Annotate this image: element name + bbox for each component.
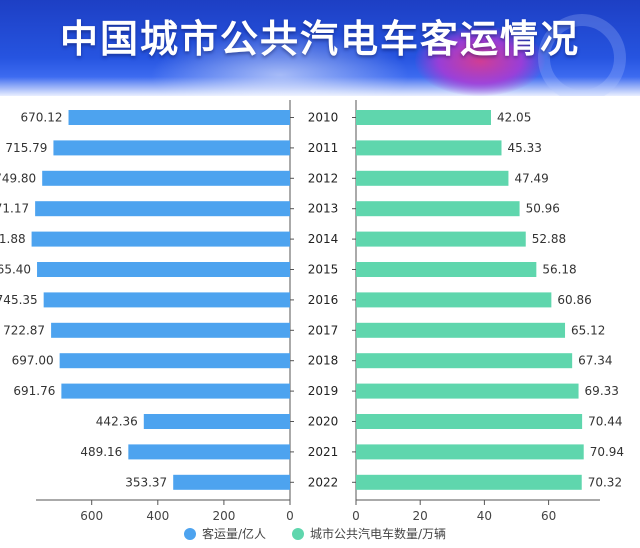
right-bar bbox=[356, 231, 526, 247]
right-bar bbox=[356, 353, 573, 369]
left-bar-value: 771.17 bbox=[0, 202, 29, 216]
left-bar bbox=[68, 110, 291, 125]
right-bar bbox=[356, 474, 582, 490]
header-decor-blob bbox=[415, 26, 545, 96]
left-bar-value: 781.88 bbox=[0, 232, 26, 246]
right-bar bbox=[356, 322, 566, 338]
right-bar-value: 67.34 bbox=[578, 354, 612, 368]
left-bar-value: 670.12 bbox=[21, 111, 63, 125]
year-label: 2014 bbox=[308, 232, 339, 246]
legend-swatch-vehicles bbox=[292, 528, 304, 540]
left-bar bbox=[143, 414, 290, 429]
year-label: 2019 bbox=[308, 384, 339, 398]
left-bar bbox=[35, 201, 291, 217]
left-bar-value: 353.37 bbox=[125, 475, 167, 489]
left-bar bbox=[43, 292, 291, 308]
right-x-tick-label: 20 bbox=[413, 509, 428, 523]
left-bar-value: 697.00 bbox=[12, 354, 54, 368]
left-bar-value: 691.76 bbox=[13, 384, 55, 398]
year-label: 2016 bbox=[308, 293, 339, 307]
right-bar bbox=[356, 414, 583, 429]
legend-label-passengers: 客运量/亿人 bbox=[202, 526, 266, 541]
year-label: 2021 bbox=[308, 445, 339, 459]
legend-label-vehicles: 城市公共汽电车数量/万辆 bbox=[310, 526, 446, 541]
left-bar bbox=[42, 170, 290, 186]
right-bar bbox=[356, 110, 491, 125]
year-label: 2012 bbox=[308, 171, 339, 185]
right-bar-value: 47.49 bbox=[514, 171, 548, 185]
year-label: 2020 bbox=[308, 415, 339, 429]
chart-title: 中国城市公共汽电车客运情况 bbox=[59, 17, 580, 61]
left-bar bbox=[59, 353, 291, 369]
year-label: 2013 bbox=[308, 202, 339, 216]
left-x-tick-label: 0 bbox=[286, 509, 294, 523]
right-bar-value: 60.86 bbox=[557, 293, 591, 307]
right-bar-value: 42.05 bbox=[497, 111, 531, 125]
left-bar bbox=[61, 383, 290, 399]
left-bar bbox=[128, 444, 290, 460]
year-label: 2022 bbox=[308, 475, 339, 489]
left-bar-value: 715.79 bbox=[5, 141, 47, 155]
right-bar bbox=[356, 383, 579, 399]
left-bar bbox=[173, 474, 290, 490]
year-label: 2015 bbox=[308, 263, 339, 277]
right-bar-value: 65.12 bbox=[571, 323, 605, 337]
right-x-tick-label: 60 bbox=[541, 509, 556, 523]
right-bar bbox=[356, 170, 509, 186]
right-bar-value: 56.18 bbox=[542, 263, 576, 277]
left-bar-value: 745.35 bbox=[0, 293, 38, 307]
right-x-tick-label: 0 bbox=[352, 509, 360, 523]
right-bar-value: 70.32 bbox=[588, 475, 622, 489]
right-bar bbox=[356, 140, 502, 156]
year-label: 2018 bbox=[308, 354, 339, 368]
right-bar-value: 45.33 bbox=[508, 141, 542, 155]
left-bar bbox=[51, 322, 291, 338]
header-glow bbox=[150, 30, 410, 96]
header-banner: 中国城市公共汽电车客运情况 bbox=[0, 0, 640, 96]
right-bar-value: 50.96 bbox=[526, 202, 560, 216]
right-bar bbox=[356, 262, 537, 277]
year-label: 2017 bbox=[308, 323, 339, 337]
right-bar bbox=[356, 444, 584, 460]
year-label: 2010 bbox=[308, 111, 339, 125]
left-bar bbox=[37, 262, 290, 277]
left-bar bbox=[53, 140, 291, 156]
left-x-tick-label: 600 bbox=[80, 509, 103, 523]
left-bar-value: 442.36 bbox=[96, 415, 138, 429]
left-x-tick-label: 200 bbox=[212, 509, 235, 523]
left-bar bbox=[31, 231, 291, 247]
right-x-tick-label: 40 bbox=[477, 509, 492, 523]
legend-swatch-passengers bbox=[184, 528, 196, 540]
right-bar bbox=[356, 201, 520, 217]
right-bar-value: 52.88 bbox=[532, 232, 566, 246]
right-bar-value: 70.94 bbox=[590, 445, 624, 459]
right-bar bbox=[356, 292, 552, 308]
left-bar-value: 489.16 bbox=[80, 445, 122, 459]
year-label: 2011 bbox=[308, 141, 339, 155]
right-bar-value: 69.33 bbox=[585, 384, 619, 398]
left-bar-value: 749.80 bbox=[0, 171, 36, 185]
right-bar-value: 70.44 bbox=[588, 415, 622, 429]
left-bar-value: 722.87 bbox=[3, 323, 45, 337]
left-bar-value: 765.40 bbox=[0, 263, 31, 277]
left-x-tick-label: 400 bbox=[146, 509, 169, 523]
